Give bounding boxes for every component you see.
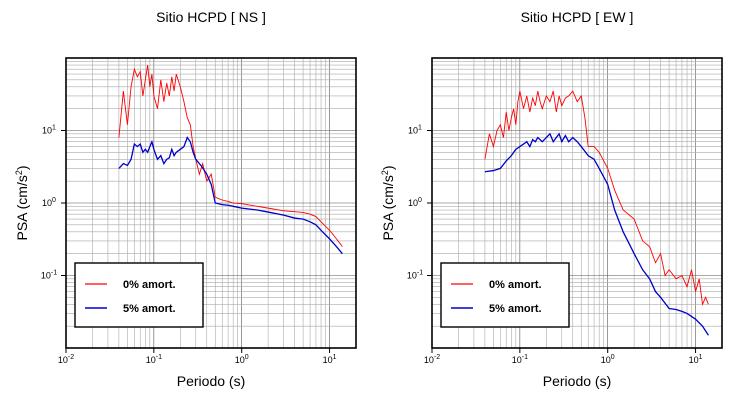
x-axis-label: Periodo (s) <box>543 373 611 389</box>
chart-title: Sitio HCPD [ NS ] <box>156 9 266 25</box>
y-tick-label: 101 <box>408 125 422 136</box>
x-tick-label: 100 <box>601 354 615 365</box>
legend-label: 0% amort. <box>489 279 542 291</box>
y-tick-label: 10-1 <box>41 270 57 281</box>
series-line-amort-5 <box>484 132 709 336</box>
grid <box>65 57 357 349</box>
y-tick-label: 100 <box>408 197 422 208</box>
y-tick-label: 100 <box>42 197 56 208</box>
y-axis-label: PSA (cm/s2) <box>380 165 396 240</box>
legend-label: 0% amort. <box>123 279 176 291</box>
x-axis-label: Periodo (s) <box>177 373 245 389</box>
legend: 0% amort. 5% amort. <box>440 262 570 328</box>
x-tick-label: 101 <box>689 354 703 365</box>
x-tick-label: 101 <box>323 354 337 365</box>
legend-box <box>74 262 204 328</box>
y-tick-label: 10-1 <box>407 270 423 281</box>
x-tick-label: 10-1 <box>146 354 162 365</box>
y-axis-label: PSA (cm/s2) <box>14 165 30 240</box>
legend: 0% amort. 5% amort. <box>74 262 204 328</box>
legend-label: 5% amort. <box>489 303 542 315</box>
y-tick-label: 101 <box>42 125 56 136</box>
x-tick-label: 10-2 <box>424 354 440 365</box>
x-tick-label: 10-2 <box>58 354 74 365</box>
series-line-amort-0 <box>484 90 709 307</box>
legend-label: 5% amort. <box>123 303 176 315</box>
chart-title: Sitio HCPD [ EW ] <box>521 9 634 25</box>
x-tick-label: 100 <box>235 354 249 365</box>
series-line-amort-5 <box>118 136 343 255</box>
chart-panel-2: Sitio HCPD [ EW ] 10-2 10-1 100 101 10-1 100 10… <box>380 9 723 389</box>
x-tick-label: 10-1 <box>512 354 528 365</box>
chart-panel-1: Sitio HCPD [ NS ] 10-2 10-1 100 101 10-1 100 10… <box>14 9 357 389</box>
series-line-amort-0 <box>118 64 343 247</box>
legend-box <box>440 262 570 328</box>
